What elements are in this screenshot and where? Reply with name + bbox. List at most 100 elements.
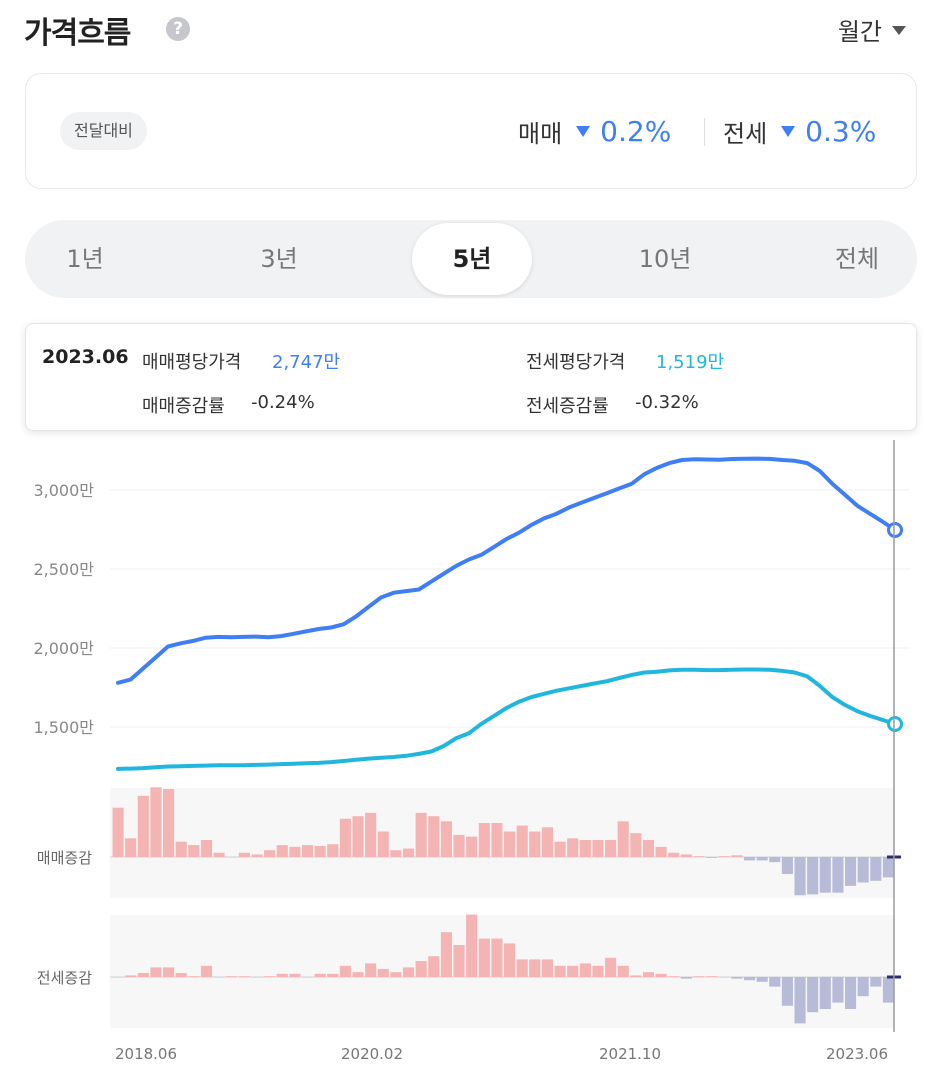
rent-change-bar <box>377 969 389 977</box>
rent-change-bar <box>251 977 263 978</box>
sale-change-bar <box>504 831 516 857</box>
sale-change-bar <box>630 833 642 857</box>
sale-change-bar <box>276 845 288 857</box>
sale-change-bar <box>541 827 554 857</box>
tooltip-sale-price-value: 2,747만 <box>272 352 341 373</box>
rent-summary-value: 0.3% <box>805 115 877 148</box>
rent-change-bar <box>630 975 642 977</box>
sale-change-bar <box>605 840 617 857</box>
rent-change-bar <box>832 977 844 1003</box>
rent-change-bar <box>175 973 187 977</box>
rent-change-bar <box>743 977 756 981</box>
sale-price-end-point <box>887 521 903 538</box>
sale-change-bar <box>150 787 162 857</box>
tab-1y[interactable]: 1년 <box>66 245 104 273</box>
sale-change-bar <box>175 841 187 857</box>
down-triangle-icon <box>781 126 796 137</box>
sale-change-bar <box>617 821 629 857</box>
rent-change-bar <box>680 977 692 979</box>
sale-change-bar <box>428 816 440 857</box>
rent-change-bar <box>200 965 213 977</box>
rent-change-bar <box>301 977 314 978</box>
sale-change-bar <box>655 846 667 857</box>
sale-change-bar <box>200 840 213 857</box>
rent-change-bar <box>466 914 478 977</box>
sale-change-bar <box>415 812 427 857</box>
rent-change-bar <box>137 973 149 977</box>
sale-change-bar <box>478 823 490 857</box>
y-tick-label: 2,000만 <box>33 639 94 658</box>
tooltip-rent-price-value: 1,519만 <box>656 352 725 373</box>
rent-change-bar <box>819 977 831 1009</box>
rent-change-bar <box>718 977 730 978</box>
rent-change-bar <box>504 943 516 977</box>
rent-change-bar <box>567 965 579 977</box>
sale-change-bar <box>125 838 137 857</box>
sale-change-bar <box>794 857 806 896</box>
x-tick-label: 2021.10 <box>599 1045 661 1063</box>
tab-3y[interactable]: 3년 <box>260 245 298 273</box>
rent-change-bar <box>402 967 415 977</box>
x-tick-label: 2018.06 <box>115 1045 177 1063</box>
sale-summary-label: 매매 <box>518 120 563 148</box>
rent-change-bar <box>529 959 541 977</box>
sale-change-bar <box>832 857 844 893</box>
rent-change-label: 전세증감 <box>37 969 92 987</box>
sale-change-bar <box>491 823 503 857</box>
sale-change-bar <box>238 852 250 857</box>
rent-change-bar <box>642 972 655 977</box>
help-icon[interactable]: ? <box>166 17 190 41</box>
tab-10y[interactable]: 10년 <box>638 245 692 273</box>
sale-summary-value: 0.2% <box>600 115 672 148</box>
sale-change-bar <box>857 857 869 883</box>
sale-change-bar <box>870 857 882 881</box>
sale-change-bar <box>882 857 894 878</box>
rent-change-bar <box>781 977 793 1006</box>
rent-change-bar <box>289 973 301 977</box>
page-title: 가격흐름 <box>24 16 131 51</box>
sale-price-line <box>116 456 897 685</box>
rent-change-bar <box>453 945 465 977</box>
sale-change-bar <box>440 821 452 857</box>
rent-change-bar <box>693 976 705 977</box>
sale-change-bar <box>112 807 124 857</box>
sale-change-bar <box>365 812 377 857</box>
rent-change-bar <box>213 977 225 978</box>
tooltip-date: 2023.06 <box>42 346 129 368</box>
chevron-down-icon <box>892 26 906 35</box>
tooltip-sale-change-value: -0.24% <box>251 392 315 413</box>
rent-change-bar <box>491 938 503 977</box>
sale-change-bar <box>756 857 768 861</box>
x-tick-label: 2020.02 <box>341 1045 403 1063</box>
rent-change-bar <box>352 972 364 977</box>
tab-all[interactable]: 전체 <box>834 245 880 273</box>
tab-5y[interactable]: 5년 <box>412 223 532 295</box>
tooltip-sale-change-label: 매매증감률 <box>142 396 225 417</box>
tooltip-rent-change-label: 전세증감률 <box>526 396 609 417</box>
sale-change-bar <box>213 852 225 857</box>
rent-change-bar <box>579 963 591 977</box>
rent-change-bar <box>276 973 288 977</box>
sale-change-bar <box>402 848 415 857</box>
rent-price-end-point <box>887 715 903 732</box>
summary-divider <box>704 118 705 146</box>
sale-change-bar <box>377 831 389 857</box>
sale-change-bar <box>529 831 541 857</box>
compare-badge: 전달대비 <box>60 112 147 150</box>
period-select[interactable]: 월간 <box>838 12 906 47</box>
rent-change-bar <box>844 977 857 1009</box>
sale-change-bar <box>579 840 591 857</box>
rent-summary: 전세 0.3% <box>723 114 876 149</box>
rent-change-bar <box>226 976 238 977</box>
rent-change-bar <box>756 977 768 982</box>
sale-change-bar <box>453 834 465 857</box>
y-tick-label: 1,500만 <box>33 718 94 737</box>
sale-change-bar <box>327 844 339 857</box>
down-triangle-icon <box>576 126 591 137</box>
rent-change-bar <box>264 976 276 977</box>
sale-change-bar <box>731 855 743 857</box>
sale-change-bar <box>264 850 276 857</box>
sale-change-bar <box>289 846 301 857</box>
rent-change-bar <box>415 961 427 977</box>
